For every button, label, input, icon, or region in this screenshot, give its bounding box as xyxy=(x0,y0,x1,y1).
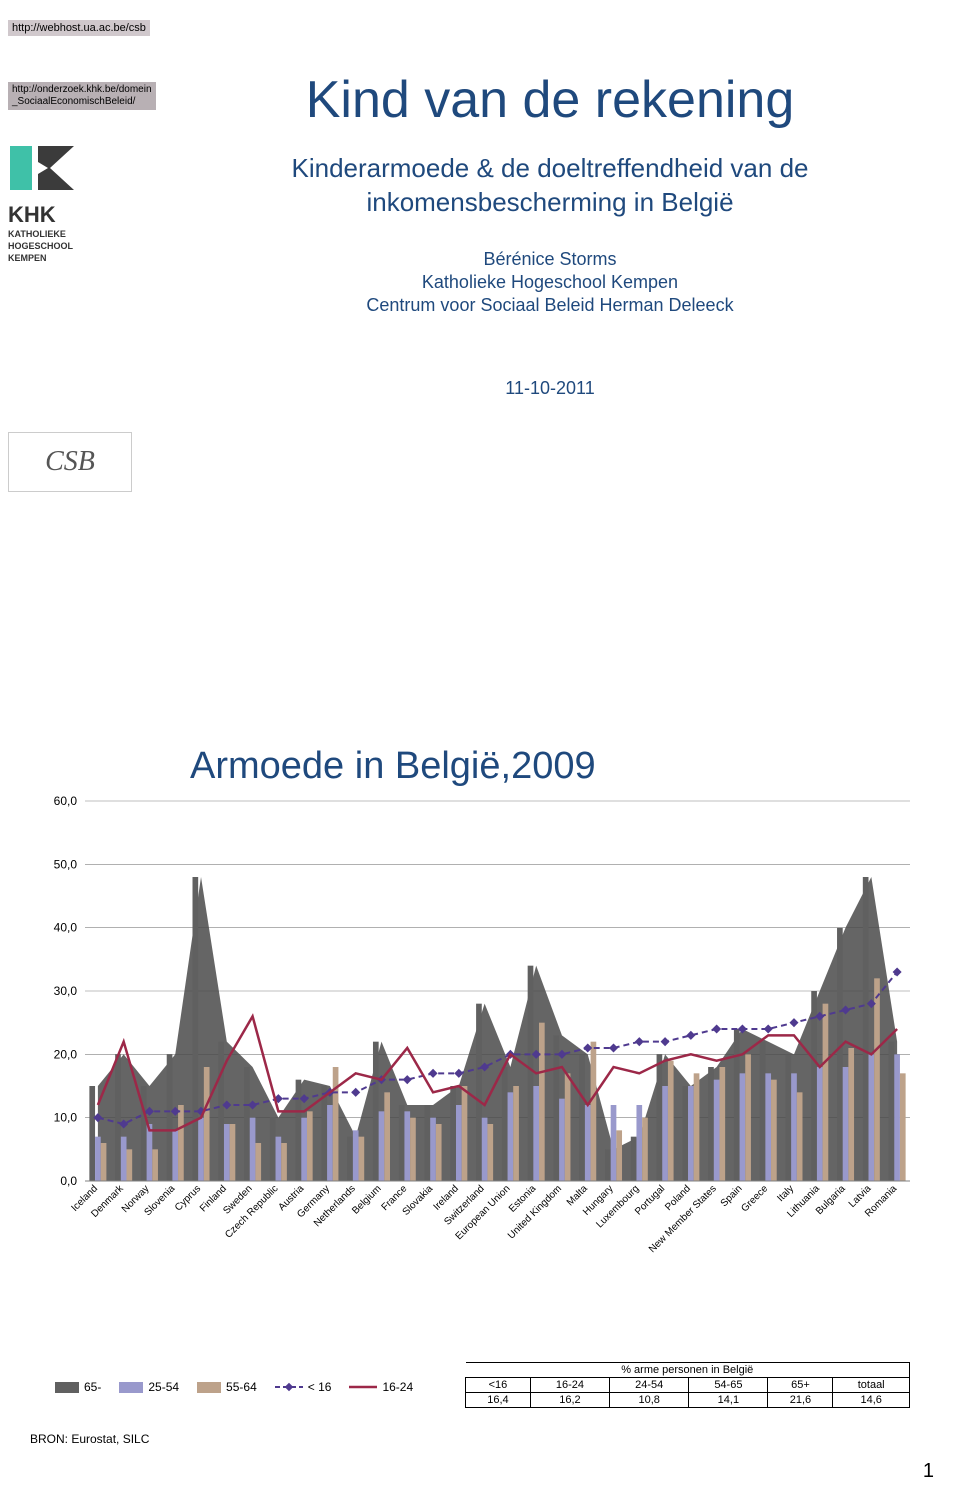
svg-text:50,0: 50,0 xyxy=(54,857,78,871)
author-name: Bérénice Storms xyxy=(483,249,616,269)
legend-under16: < 16 xyxy=(275,1380,332,1394)
table-cell: 14,1 xyxy=(689,1393,768,1408)
khk-sub1: KATHOLIEKE xyxy=(8,230,66,240)
table-cell: 16,4 xyxy=(466,1393,531,1408)
author-affil1: Katholieke Hogeschool Kempen xyxy=(422,272,678,292)
svg-text:Greece: Greece xyxy=(739,1183,770,1214)
table-header: totaal xyxy=(833,1378,910,1393)
header-link-khk: http://onderzoek.khk.be/domein _SociaalE… xyxy=(8,82,156,110)
chart-title: Armoede in België,2009 xyxy=(190,745,930,788)
svg-text:0,0: 0,0 xyxy=(60,1174,77,1188)
table-header: 24-54 xyxy=(610,1378,689,1393)
svg-text:30,0: 30,0 xyxy=(54,984,78,998)
table-header: 65+ xyxy=(768,1378,833,1393)
table-cell: 14,6 xyxy=(833,1393,910,1408)
table-header: <16 xyxy=(466,1378,531,1393)
legend-16-24: 16-24 xyxy=(349,1380,413,1394)
legend-label-3: < 16 xyxy=(308,1380,332,1394)
link2-l1: http://onderzoek.khk.be/domein xyxy=(12,84,152,95)
table-caption: % arme personen in België xyxy=(466,1363,910,1378)
khk-sub2: HOGESCHOOL xyxy=(8,242,73,252)
legend-25-54: 25-54 xyxy=(119,1380,179,1394)
svg-text:Italy: Italy xyxy=(775,1183,796,1204)
svg-text:60,0: 60,0 xyxy=(54,796,78,808)
link2-l2: _SociaalEconomischBeleid/ xyxy=(12,96,135,107)
legend-label-4: 16-24 xyxy=(382,1380,413,1394)
author-affil2: Centrum voor Sociaal Beleid Herman Delee… xyxy=(366,295,733,315)
header-link-csb: http://webhost.ua.ac.be/csb xyxy=(8,20,150,36)
subtitle: Kinderarmoede & de doeltreffendheid van … xyxy=(180,152,920,220)
main-title: Kind van de rekening xyxy=(180,70,920,130)
khk-sub3: KEMPEN xyxy=(8,254,47,264)
csb-logo: CSB xyxy=(8,432,132,492)
khk-logo-icon xyxy=(8,138,78,198)
legend-label-2: 55-64 xyxy=(226,1380,257,1394)
page-number: 1 xyxy=(923,1460,934,1483)
table-header: 16-24 xyxy=(530,1378,609,1393)
khk-name: KHK xyxy=(8,202,56,228)
poverty-chart: 0,010,020,030,040,050,060,0IcelandDenmar… xyxy=(30,796,920,1276)
authors: Bérénice Storms Katholieke Hogeschool Ke… xyxy=(180,248,920,318)
table-header: 54-65 xyxy=(689,1378,768,1393)
svg-text:Belgium: Belgium xyxy=(350,1183,383,1216)
khk-logo: KHK KATHOLIEKE HOGESCHOOL KEMPEN xyxy=(8,138,158,264)
svg-text:20,0: 20,0 xyxy=(54,1047,78,1061)
legend-label-1: 25-54 xyxy=(148,1380,179,1394)
legend-55-64: 55-64 xyxy=(197,1380,257,1394)
chart-legend: 65- 25-54 55-64 < 16 16-24 xyxy=(55,1380,413,1394)
source-line: BRON: Eurostat, SILC xyxy=(30,1432,149,1446)
table-cell: 16,2 xyxy=(530,1393,609,1408)
chart-section: Armoede in België,2009 0,0 10,0 20,0 30,0 40… xyxy=(30,745,930,1281)
presentation-date: 11-10-2011 xyxy=(180,378,920,399)
svg-text:Cyprus: Cyprus xyxy=(173,1183,203,1213)
poverty-table-block: % arme personen in België <1616-2424-545… xyxy=(465,1362,910,1408)
table-cell: 10,8 xyxy=(610,1393,689,1408)
legend-65plus: 65- xyxy=(55,1380,101,1394)
svg-text:Bulgaria: Bulgaria xyxy=(814,1183,848,1217)
legend-label-0: 65- xyxy=(84,1380,101,1394)
svg-text:10,0: 10,0 xyxy=(54,1111,78,1125)
title-block: Kind van de rekening Kinderarmoede & de … xyxy=(180,70,920,399)
svg-text:40,0: 40,0 xyxy=(54,921,78,935)
table-cell: 21,6 xyxy=(768,1393,833,1408)
poverty-table: % arme personen in België <1616-2424-545… xyxy=(465,1362,910,1408)
